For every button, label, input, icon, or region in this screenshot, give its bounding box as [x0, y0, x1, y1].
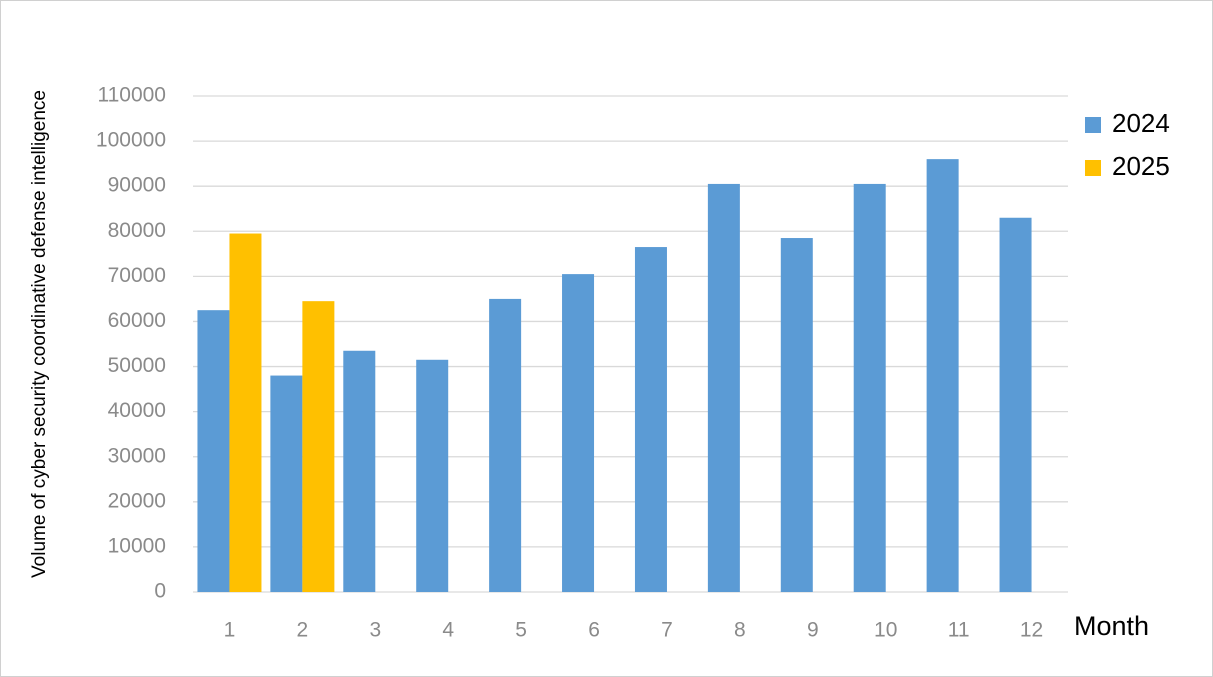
x-tick-label: 2 — [297, 619, 309, 642]
x-tick-label: 11 — [948, 619, 970, 642]
y-tick-label: 100000 — [96, 129, 166, 152]
x-tick-label: 7 — [661, 619, 673, 642]
x-tick-label: 5 — [515, 619, 527, 642]
bar — [302, 301, 335, 592]
y-axis-label: Volume of cyber security coordinative de… — [29, 90, 50, 578]
bar — [562, 274, 595, 592]
bar — [634, 247, 667, 592]
bar — [853, 183, 886, 592]
bar — [926, 159, 959, 593]
legend-swatch — [1085, 160, 1101, 176]
bar — [229, 233, 262, 592]
y-tick-label: 20000 — [108, 489, 166, 512]
legend-label: 2024 — [1112, 108, 1170, 138]
bar — [270, 375, 303, 592]
x-tick-label: 6 — [588, 619, 600, 642]
x-axis-label: Month — [1074, 611, 1149, 641]
bar — [416, 359, 449, 592]
y-tick-label: 80000 — [108, 219, 166, 242]
y-tick-label: 60000 — [108, 309, 166, 332]
y-tick-label: 0 — [154, 580, 166, 603]
bar — [707, 183, 740, 592]
y-tick-label: 30000 — [108, 444, 166, 467]
x-tick-label: 9 — [807, 619, 819, 642]
bar — [780, 238, 813, 592]
x-tick-label: 8 — [734, 619, 746, 642]
bar — [489, 298, 522, 592]
y-tick-label: 50000 — [108, 354, 166, 377]
x-tick-label: 10 — [874, 619, 897, 642]
x-tick-label: 4 — [442, 619, 454, 642]
y-tick-label: 110000 — [97, 84, 166, 107]
x-tick-label: 1 — [224, 619, 236, 642]
bar — [197, 310, 230, 592]
legend-label: 2025 — [1112, 151, 1170, 181]
x-tick-label: 3 — [369, 619, 381, 642]
bar — [999, 217, 1032, 592]
y-tick-label: 40000 — [108, 399, 166, 422]
y-tick-label: 10000 — [108, 534, 166, 557]
bar — [343, 350, 376, 592]
legend-swatch — [1085, 117, 1101, 133]
y-tick-label: 70000 — [108, 264, 166, 287]
y-tick-label: 90000 — [108, 174, 166, 197]
x-tick-label: 12 — [1020, 619, 1043, 642]
